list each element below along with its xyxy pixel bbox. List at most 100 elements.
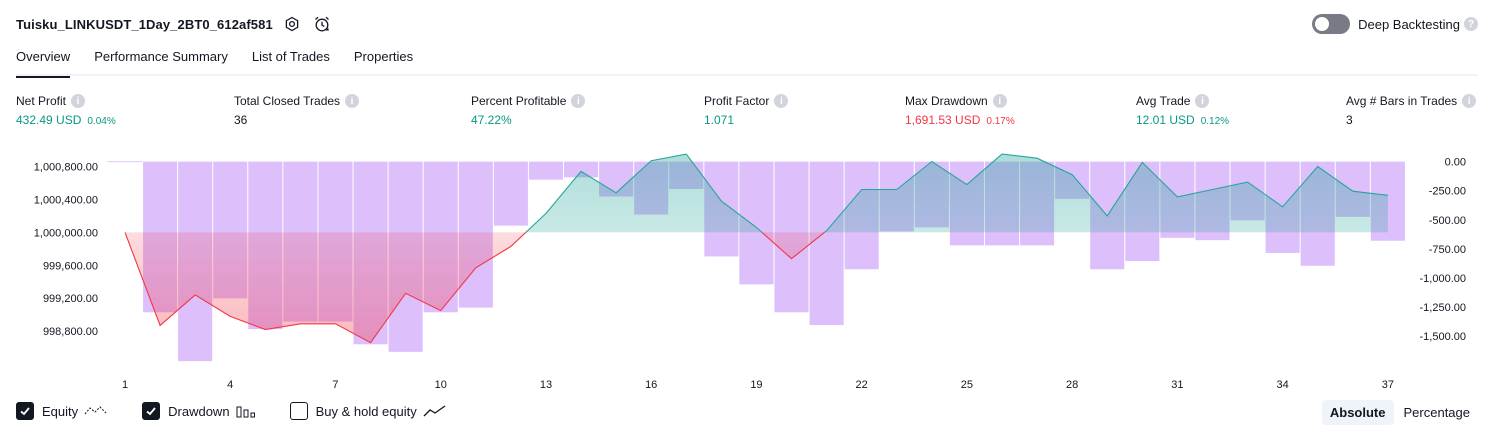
help-icon[interactable]: i — [571, 94, 586, 108]
deep-backtesting-control: Deep Backtesting ? — [1312, 14, 1478, 34]
equity-line-profit — [125, 153, 1388, 233]
legend-equity[interactable]: Equity — [16, 402, 108, 420]
left-axis-tick-label: 1,000,800.00 — [34, 161, 98, 173]
x-axis-tick-label: 25 — [961, 379, 973, 391]
metric-value: 432.49 USD — [16, 113, 82, 127]
drawdown-bar — [809, 161, 844, 326]
x-axis-tick-label: 37 — [1382, 379, 1394, 391]
equity-checkbox[interactable] — [16, 402, 34, 420]
metric-value: 12.01 USD — [1136, 113, 1195, 127]
left-axis: 1,000,800.00 1,000,400.00 1,000,000.00 999,… — [34, 161, 98, 338]
metric-label: Total Closed Trades — [234, 94, 341, 108]
left-axis-tick-label: 999,200.00 — [43, 293, 98, 305]
metric-max-drawdown: Max Drawdown i 1,691.53 USD 0.17% — [905, 94, 1015, 127]
metric-label: Percent Profitable — [471, 94, 567, 108]
help-icon[interactable]: i — [71, 94, 86, 108]
help-icon[interactable]: i — [774, 94, 789, 108]
absolute-button[interactable]: Absolute — [1321, 400, 1394, 425]
legend-label: Equity — [42, 403, 79, 419]
x-axis-tick-label: 4 — [227, 379, 233, 391]
metric-percent: 0.04% — [87, 116, 116, 127]
metric-total-closed-trades: Total Closed Trades i 36 — [234, 94, 360, 127]
chart-legend: Equity Drawdown Buy & hold equity — [16, 402, 481, 420]
left-axis-tick-label: 999,600.00 — [43, 260, 98, 272]
right-axis-tick-label: -250.00 — [1429, 186, 1466, 198]
metric-profit-factor: Profit Factor i 1.071 — [704, 94, 789, 127]
help-icon[interactable]: i — [1195, 94, 1210, 108]
right-axis-tick-label: 0.00 — [1445, 157, 1466, 169]
left-axis-tick-label: 998,800.00 — [43, 326, 98, 338]
deep-backtesting-toggle[interactable] — [1312, 14, 1351, 34]
x-axis-tick-label: 31 — [1171, 379, 1183, 391]
x-axis-tick-label: 7 — [332, 379, 338, 391]
equity-line — [124, 153, 1388, 344]
metric-value: 1.071 — [704, 113, 735, 127]
metric-value: 36 — [234, 113, 248, 127]
drawdown-bar — [528, 161, 563, 180]
legend-label: Buy & hold equity — [315, 403, 417, 419]
gear-icon[interactable] — [281, 13, 303, 35]
drawdown-bar — [564, 161, 599, 178]
right-axis: 0.00 -250.00 -500.00 -750.00 -1,000.00 -1,250… — [1420, 157, 1466, 344]
metric-value: 47.22% — [471, 113, 512, 127]
x-axis-tick-label: 1 — [122, 379, 128, 391]
strategy-title: Tuisku_LINKUSDT_1Day_2BT0_612af581 — [16, 16, 273, 32]
right-axis-tick-label: -1,500.00 — [1420, 331, 1466, 343]
metric-value: 3 — [1346, 113, 1353, 127]
metric-avg-trade: Avg Trade i 12.01 USD 0.12% — [1136, 94, 1229, 127]
drawdown-bar — [493, 161, 528, 226]
metric-value: 1,691.53 USD — [905, 113, 981, 127]
left-axis-tick-label: 1,000,000.00 — [34, 227, 98, 239]
equity-line-loss — [124, 232, 826, 344]
metric-label: Profit Factor — [704, 94, 770, 108]
drawdown-checkbox[interactable] — [142, 402, 161, 420]
metric-percent: 0.17% — [986, 116, 1015, 127]
buy-hold-checkbox[interactable] — [289, 402, 308, 420]
metric-label: Avg Trade — [1136, 94, 1191, 108]
help-icon[interactable]: ? — [1464, 17, 1478, 31]
legend-drawdown[interactable]: Drawdown — [142, 402, 255, 420]
x-axis-tick-label: 22 — [856, 379, 868, 391]
alarm-clock-icon[interactable] — [311, 13, 333, 35]
metric-net-profit: Net Profit i 432.49 USD 0.04% — [16, 94, 116, 127]
strategy-header: Tuisku_LINKUSDT_1Day_2BT0_612af581 — [16, 12, 333, 36]
x-axis-tick-label: 13 — [540, 379, 552, 391]
metric-label: Net Profit — [16, 94, 67, 108]
toggle-knob — [1315, 17, 1330, 31]
metric-label: Max Drawdown — [905, 94, 988, 108]
trend-line-icon — [423, 404, 447, 418]
right-axis-tick-label: -1,000.00 — [1420, 273, 1466, 285]
x-axis-tick-label: 16 — [645, 379, 657, 391]
tab-overview[interactable]: Overview — [16, 46, 71, 78]
tab-properties[interactable]: Properties — [353, 49, 414, 64]
tab-performance-summary[interactable]: Performance Summary — [94, 49, 228, 64]
equity-line-icon — [84, 404, 108, 418]
tab-list-of-trades[interactable]: List of Trades — [251, 49, 330, 64]
value-mode-switch: Absolute Percentage — [1320, 400, 1478, 425]
equity-area-loss — [125, 232, 825, 343]
right-axis-tick-label: -500.00 — [1429, 215, 1466, 227]
metric-percent-profitable: Percent Profitable i 47.22% — [471, 94, 586, 127]
x-axis: 1 4 7 10 13 16 19 22 25 28 31 34 37 — [122, 379, 1394, 391]
x-axis-tick-label: 28 — [1066, 379, 1078, 391]
right-axis-tick-label: -750.00 — [1429, 244, 1466, 256]
right-axis-tick-label: -1,250.00 — [1420, 302, 1466, 314]
metric-label: Avg # Bars in Trades — [1346, 94, 1458, 108]
help-icon[interactable]: i — [1462, 94, 1477, 108]
equity-area-profit — [125, 154, 1388, 233]
metric-percent: 0.12% — [1200, 116, 1230, 127]
equity-area — [125, 154, 1388, 343]
percentage-button[interactable]: Percentage — [1403, 405, 1471, 420]
deep-backtesting-label: Deep Backtesting — [1358, 16, 1460, 32]
legend-buy-hold[interactable]: Buy & hold equity — [289, 402, 447, 420]
x-axis-tick-label: 34 — [1277, 379, 1289, 391]
x-axis-tick-label: 19 — [750, 379, 762, 391]
bar-chart-icon — [236, 404, 256, 418]
metrics-row: Net Profit i 432.49 USD 0.04% Total Closed… — [0, 94, 1494, 134]
tab-bar: Overview Performance Summary List of Tra… — [16, 46, 1478, 78]
left-axis-tick-label: 1,000,400.00 — [34, 194, 98, 206]
help-icon[interactable]: i — [992, 94, 1007, 108]
x-axis-tick-label: 10 — [435, 379, 447, 391]
help-icon[interactable]: i — [345, 94, 360, 108]
equity-drawdown-chart[interactable]: 1,000,800.00 1,000,400.00 1,000,000.00 999,… — [0, 140, 1494, 398]
